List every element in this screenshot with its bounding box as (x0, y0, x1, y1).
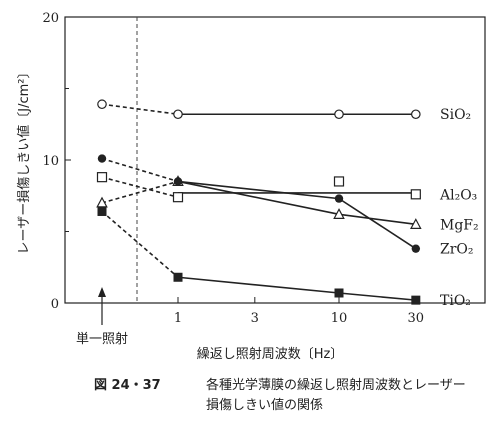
caption-line-1: 各種光学薄膜の繰返し照射周波数とレーザー (206, 378, 466, 393)
x-axis: 1 3 10 30 単一照射 (76, 287, 424, 347)
series-line-zro2-dashed (101, 157, 179, 183)
series-line-tio2 (177, 276, 416, 301)
x-tick-label: 3 (251, 311, 259, 326)
x-tick-label: 30 (408, 311, 425, 326)
caption-line-2: 損傷しきい値の関係 (206, 398, 324, 413)
chart: 0 10 20 1 3 10 30 単一照射 SiO₂ Al₂O₃ MgF₂ ZrO₂ TiO₂ レ… (16, 11, 486, 362)
y-tick-label: 20 (42, 11, 59, 26)
series-label-al2o3: Al₂O₃ (439, 187, 477, 203)
series-line-mgf2 (177, 180, 416, 226)
point-zro2 (97, 154, 107, 163)
x-tick-label: 10 (331, 311, 348, 326)
point-al2o3 (333, 176, 345, 187)
point-tio2 (173, 272, 183, 282)
point-tio2 (97, 206, 107, 216)
x-axis-title: 繰返し照射周波数〔Hz〕 (197, 346, 344, 362)
figure-caption: 図 24・37 各種光学薄膜の繰返し照射周波数とレーザー 損傷しきい値の関係 (94, 376, 466, 416)
x-tick-label: 1 (174, 311, 182, 326)
series-line-mgf2-dashed (101, 180, 179, 204)
point-mgf2 (96, 196, 108, 208)
point-zro2 (411, 244, 421, 253)
point-sio2 (97, 99, 107, 110)
point-zro2 (334, 194, 344, 203)
series-line-tio2-dashed (101, 210, 179, 278)
series-lines (101, 103, 417, 301)
series-label-sio2: SiO₂ (440, 107, 471, 123)
series-label-tio2: TiO₂ (440, 293, 471, 309)
point-al2o3 (96, 172, 108, 183)
point-mgf2 (410, 218, 422, 229)
single-shot-arrowhead (98, 287, 106, 297)
y-axis: 0 10 20 (42, 11, 71, 312)
point-al2o3 (410, 189, 421, 200)
single-shot-label: 単一照射 (76, 331, 128, 347)
point-tio2 (411, 295, 421, 305)
point-mgf2 (333, 208, 345, 219)
point-tio2 (334, 288, 344, 298)
series-label-mgf2: MgF₂ (440, 217, 479, 233)
figure-number: 図 24・37 (94, 378, 161, 393)
point-sio2 (411, 109, 421, 120)
point-al2o3 (172, 192, 184, 203)
series-label-zro2: ZrO₂ (440, 242, 474, 258)
y-tick-label: 10 (42, 154, 59, 169)
plot-frame (64, 16, 486, 304)
point-sio2 (334, 109, 344, 120)
series-line-al2o3-dashed (101, 176, 179, 198)
series-labels: SiO₂ Al₂O₃ MgF₂ ZrO₂ TiO₂ (439, 107, 479, 309)
series-markers (96, 99, 422, 305)
point-zro2 (173, 177, 183, 186)
point-sio2 (173, 109, 183, 120)
y-tick-label: 0 (51, 297, 59, 312)
series-line-sio2-dashed (101, 103, 179, 116)
series-line-zro2 (177, 180, 417, 250)
y-axis-title: レーザー損傷しきい値〔J/cm²〕 (16, 66, 32, 255)
